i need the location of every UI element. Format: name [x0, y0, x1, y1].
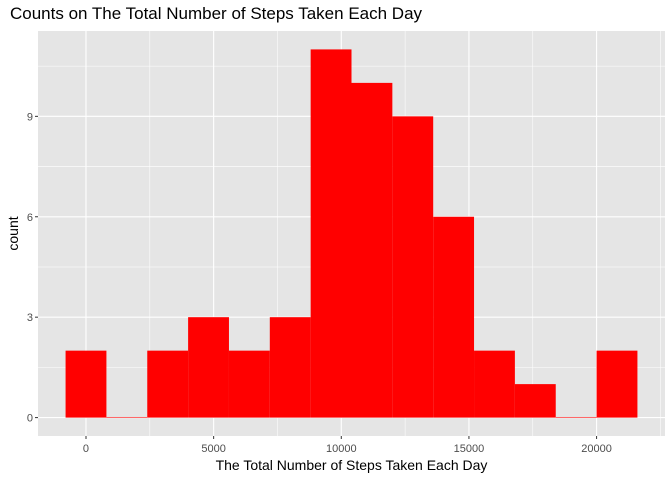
histogram-bar [351, 82, 393, 418]
histogram-bar [147, 350, 189, 418]
histogram-bar [188, 317, 229, 418]
histogram-bar [474, 350, 515, 418]
histogram-bar [228, 350, 270, 418]
y-tick-label: 9 [27, 111, 33, 123]
x-tick-label: 0 [83, 443, 89, 455]
x-tick-label: 15000 [454, 443, 485, 455]
histogram-bar [65, 350, 107, 418]
x-axis: 0 5000 10000 15000 20000 [83, 436, 612, 455]
histogram-bar [269, 317, 311, 418]
y-axis-title: count [5, 216, 21, 250]
histogram-bar [310, 49, 352, 418]
x-axis-title: The Total Number of Steps Taken Each Day [216, 457, 488, 473]
y-tick-label: 6 [27, 212, 33, 224]
histogram-bar [555, 416, 597, 418]
histogram-bar [596, 350, 638, 418]
x-tick-label: 5000 [201, 443, 225, 455]
histogram-bar [433, 216, 475, 418]
y-tick-label: 0 [27, 413, 33, 425]
histogram-bar [514, 384, 556, 418]
x-tick-label: 10000 [326, 443, 357, 455]
y-tick-label: 3 [27, 312, 33, 324]
x-tick-label: 20000 [581, 443, 612, 455]
histogram-bars [65, 49, 638, 418]
y-axis: 0 3 6 9 [27, 111, 38, 425]
histogram-bar [392, 116, 434, 418]
chart-title: Counts on The Total Number of Steps Take… [10, 4, 423, 23]
histogram-bar [106, 416, 148, 418]
